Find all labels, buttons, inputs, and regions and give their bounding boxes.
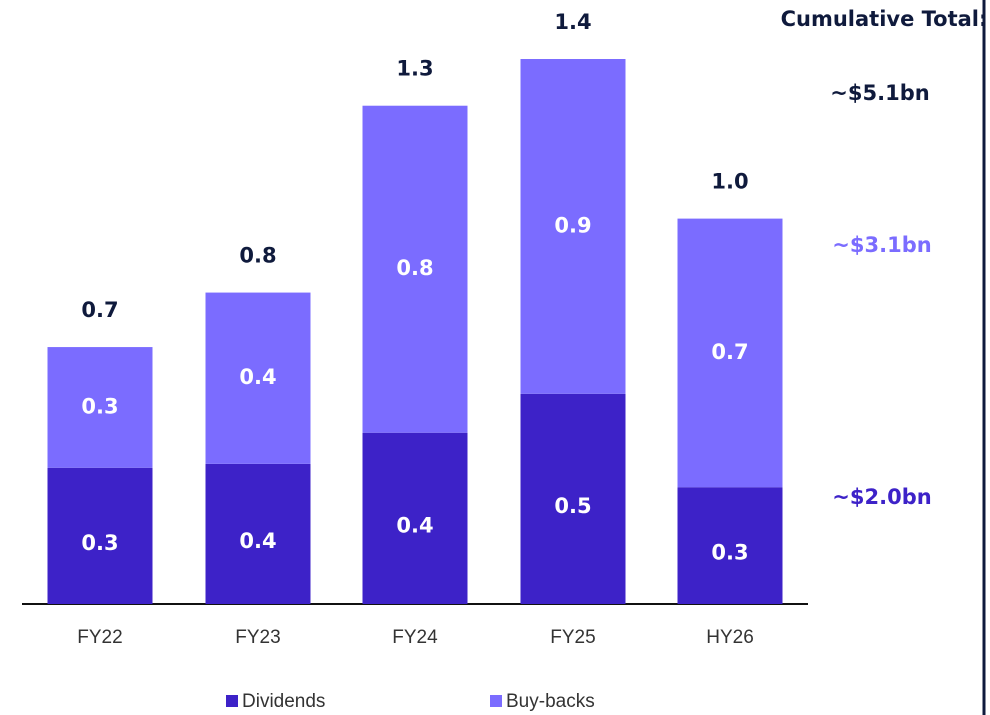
segment-label: 0.3	[81, 394, 118, 418]
segment-label: 0.3	[711, 541, 748, 565]
segment-label: 0.4	[239, 529, 276, 553]
segment-label: 0.4	[239, 365, 276, 389]
legend-label: Buy-backs	[506, 691, 595, 712]
bar-segment	[47, 467, 153, 604]
bar-segment	[362, 432, 468, 604]
legend-label: Dividends	[242, 691, 325, 712]
total-label: 0.7	[81, 298, 118, 322]
cumulative-total: ~$5.1bn	[830, 81, 929, 105]
x-tick-label: FY23	[235, 627, 280, 648]
dividends-total: ~$2.0bn	[832, 485, 931, 509]
x-tick-label: FY25	[550, 627, 595, 648]
total-label: 1.0	[711, 170, 748, 194]
buybacks-total: ~$3.1bn	[832, 233, 931, 257]
cumulative-title: Cumulative Total:	[781, 7, 988, 31]
x-tick-label: HY26	[706, 627, 754, 648]
segment-label: 0.7	[711, 340, 748, 364]
bar-segment	[677, 218, 783, 488]
segment-label: 0.5	[554, 494, 591, 518]
segment-label: 0.4	[396, 513, 433, 537]
x-tick-label: FY22	[77, 627, 122, 648]
total-label: 1.3	[396, 57, 433, 81]
bar-segment	[677, 487, 783, 604]
bar-segment	[362, 105, 468, 433]
legend-swatch	[226, 695, 238, 707]
total-label: 1.4	[554, 10, 591, 34]
segment-label: 0.8	[396, 256, 433, 280]
bar-segment	[520, 59, 626, 394]
bar-segment	[205, 292, 311, 464]
total-label: 0.8	[239, 244, 276, 268]
segment-label: 0.9	[554, 213, 591, 237]
legend-swatch	[490, 695, 502, 707]
x-tick-label: FY24	[392, 627, 438, 648]
segment-label: 0.3	[81, 531, 118, 555]
bar-segment	[205, 463, 311, 604]
bar-segment	[47, 347, 153, 468]
bar-segment	[520, 393, 626, 604]
